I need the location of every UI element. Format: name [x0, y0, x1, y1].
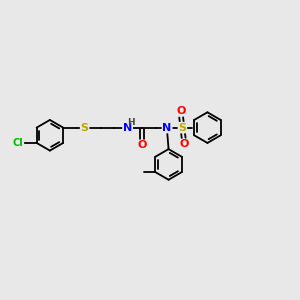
Text: S: S: [178, 123, 186, 133]
Text: N: N: [163, 123, 172, 133]
Text: O: O: [137, 140, 146, 150]
Text: Cl: Cl: [13, 138, 23, 148]
Text: O: O: [179, 140, 189, 149]
Text: S: S: [81, 123, 88, 133]
Text: H: H: [128, 118, 135, 127]
Text: O: O: [176, 106, 186, 116]
Text: N: N: [123, 123, 132, 133]
